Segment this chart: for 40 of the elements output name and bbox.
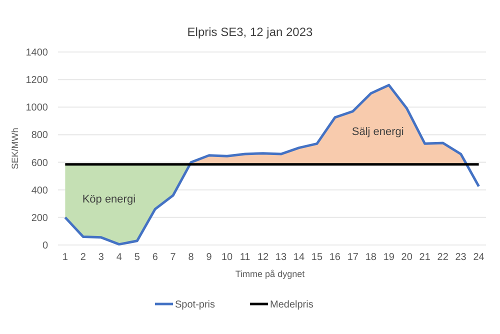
x-tick-label: 6 xyxy=(152,252,158,263)
x-tick-label: 10 xyxy=(221,252,234,263)
y-tick-label: 600 xyxy=(31,158,48,169)
x-tick-label: 24 xyxy=(473,252,485,263)
x-tick-label: 8 xyxy=(188,252,194,263)
x-tick-label: 13 xyxy=(275,252,287,263)
x-tick-label: 14 xyxy=(293,252,305,263)
x-tick-label: 20 xyxy=(401,252,413,263)
x-tick-label: 3 xyxy=(98,252,104,263)
x-tick-label: 17 xyxy=(347,252,359,263)
legend-label: Spot-pris xyxy=(175,300,216,310)
x-tick-label: 9 xyxy=(206,252,212,263)
x-tick-label: 19 xyxy=(383,252,395,263)
annotation: Köp energi xyxy=(82,194,136,206)
y-tick-label: 400 xyxy=(31,185,48,196)
x-tick-label: 15 xyxy=(311,252,323,263)
x-tick-label: 4 xyxy=(116,252,122,263)
x-tick-label: 1 xyxy=(62,252,68,263)
x-tick-label: 5 xyxy=(134,252,140,263)
line-series xyxy=(64,84,480,246)
x-tick-label: 16 xyxy=(329,252,341,263)
x-tick-label: 7 xyxy=(170,252,176,263)
y-tick-label: 1000 xyxy=(26,102,48,114)
x-tick-label: 18 xyxy=(365,252,377,263)
annotation: Sälj energi xyxy=(352,126,404,138)
x-tick-label: 21 xyxy=(419,252,431,263)
x-tick-label: 23 xyxy=(455,252,467,263)
x-tick-label: 22 xyxy=(437,252,449,263)
y-axis-title: SEK/MWh xyxy=(10,128,20,170)
x-tick-label: 11 xyxy=(240,252,251,263)
x-tick-label: 2 xyxy=(80,252,86,263)
x-tick-label: 12 xyxy=(257,252,270,263)
y-tick-label: 0 xyxy=(42,240,48,252)
chart-title: Elpris SE3, 12 jan 2023 xyxy=(187,25,314,39)
y-tick-label: 800 xyxy=(31,130,48,142)
x-axis-title: Timme på dygnet xyxy=(235,269,306,279)
y-tick-label: 1400 xyxy=(26,48,48,58)
y-tick-label: 200 xyxy=(31,212,48,224)
legend-label: Medelpris xyxy=(270,300,314,310)
y-tick-label: 1200 xyxy=(26,75,48,86)
